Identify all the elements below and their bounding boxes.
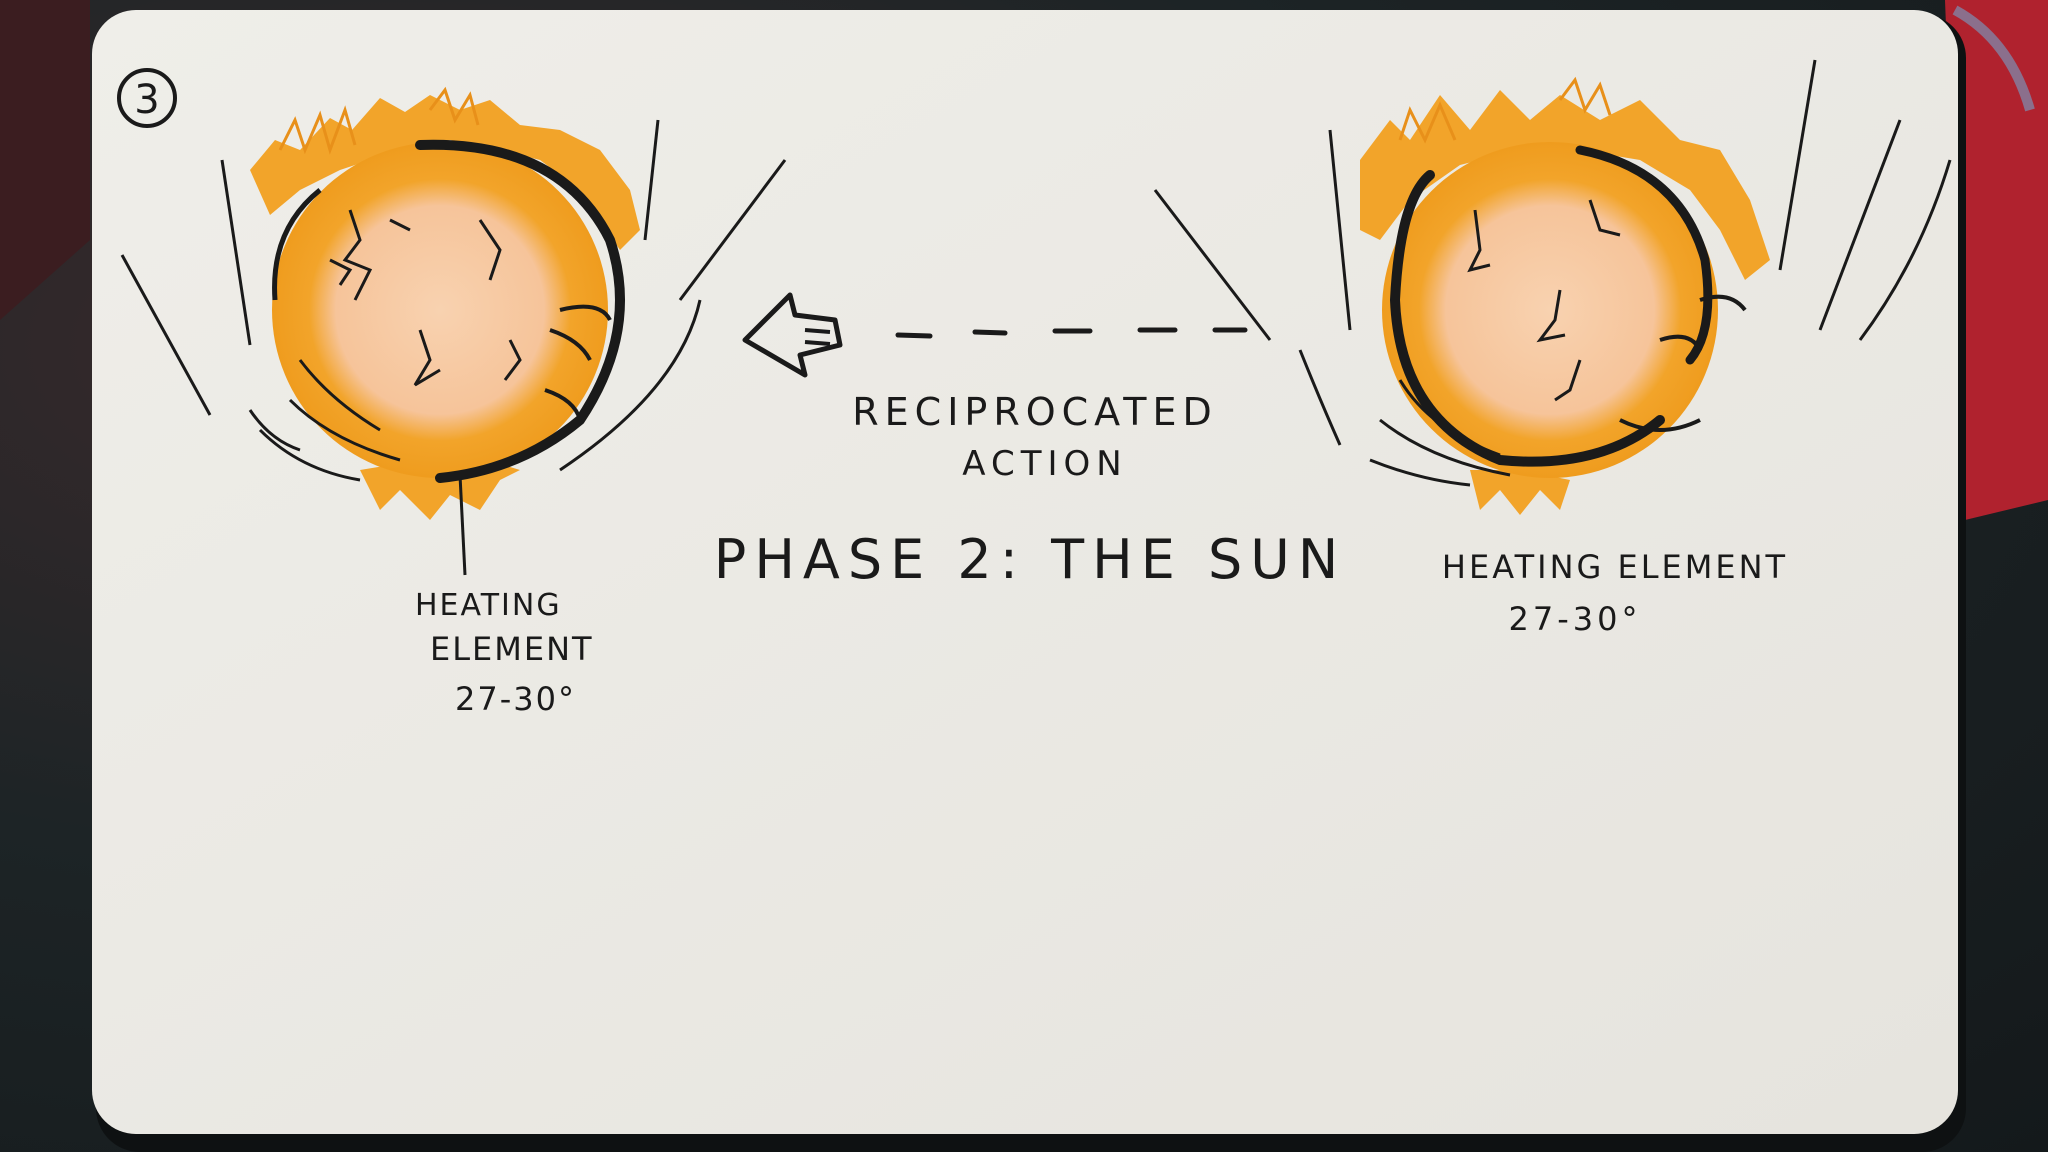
left-label-temperature: 27-30° bbox=[455, 680, 576, 718]
right-label-temperature: 27-30° bbox=[1509, 600, 1642, 638]
arrow-label-line1: RECIPROCATED bbox=[852, 390, 1217, 434]
page-number-badge: 3 bbox=[117, 68, 177, 128]
left-sun-drawing bbox=[120, 86, 787, 576]
red-cushion bbox=[0, 0, 90, 320]
bookmark-cord bbox=[1952, 5, 2035, 112]
right-label-heating-element: HEATING ELEMENT bbox=[1442, 548, 1788, 586]
red-bookmark-ribbon bbox=[1945, 0, 2048, 520]
arrow-label-line2: ACTION bbox=[962, 444, 1127, 484]
sketch-title: PHASE 2: THE SUN bbox=[714, 528, 1346, 591]
left-label-heating: HEATING bbox=[415, 588, 562, 623]
page-number: 3 bbox=[134, 77, 159, 123]
right-sun-drawing bbox=[1153, 59, 1952, 515]
left-label-element: ELEMENT bbox=[430, 630, 594, 668]
reciprocated-action-arrow bbox=[742, 292, 1248, 378]
